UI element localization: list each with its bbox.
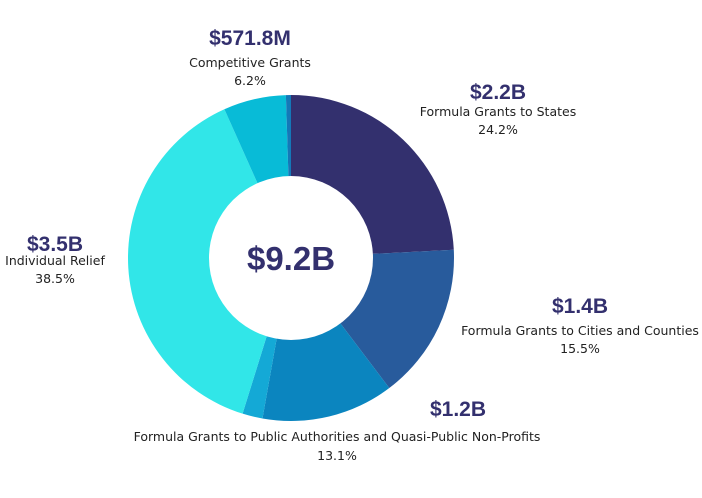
label-competitive-grants-name: Competitive Grants bbox=[189, 55, 311, 70]
label-cities-name: Formula Grants to Cities and Counties bbox=[461, 323, 699, 338]
label-individual-relief-amount: $3.5B bbox=[27, 233, 83, 256]
label-cities-percent: 15.5% bbox=[560, 341, 600, 356]
label-cities-amount: $1.4B bbox=[552, 295, 608, 318]
slice-formula-grants-to-public-authorities-and-quasi-public-non-profits bbox=[262, 322, 390, 421]
slice-competitive-grants bbox=[224, 95, 289, 185]
slice-sliver-3 bbox=[242, 335, 277, 419]
label-competitive-grants-amount: $571.8M bbox=[209, 27, 291, 50]
slice-sliver-6 bbox=[285, 95, 291, 178]
label-competitive-grants-percent: 6.2% bbox=[234, 73, 266, 88]
slice-formula-grants-to-states bbox=[291, 95, 454, 254]
label-public-authorities-percent: 13.1% bbox=[317, 448, 357, 463]
label-states-amount: $2.2B bbox=[470, 81, 526, 104]
donut-slices bbox=[128, 95, 455, 421]
label-individual-relief-percent: 38.5% bbox=[35, 271, 75, 286]
donut-hole bbox=[209, 176, 373, 340]
slice-individual-relief bbox=[128, 109, 267, 414]
label-public-authorities-amount: $1.2B bbox=[430, 398, 486, 421]
label-individual-relief-name: Individual Relief bbox=[5, 253, 105, 268]
label-states-name: Formula Grants to States bbox=[420, 104, 576, 119]
label-public-authorities-name: Formula Grants to Public Authorities and… bbox=[134, 429, 541, 444]
center-total-label: $9.2B bbox=[247, 240, 335, 277]
label-states-percent: 24.2% bbox=[478, 122, 518, 137]
